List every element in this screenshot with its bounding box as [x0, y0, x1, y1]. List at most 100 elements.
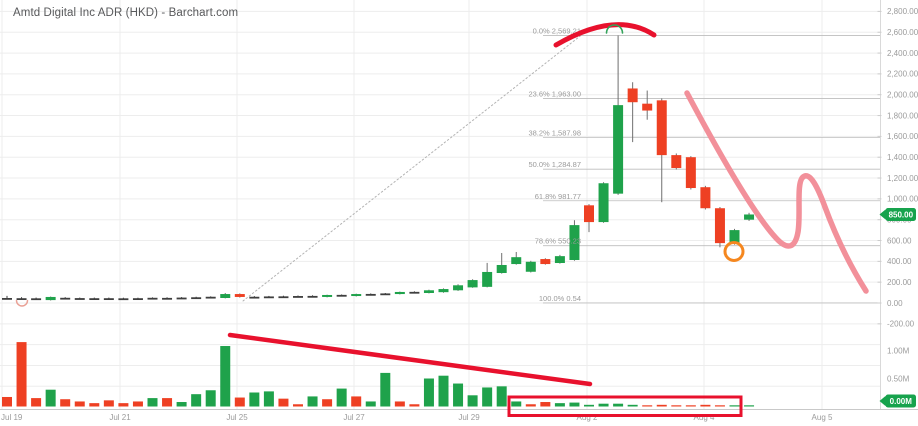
date-axis: Jul 19 Jul 21 Jul 25 Jul 27 Jul 29 Aug 2 Aug 4… [1, 413, 833, 422]
volume-bar [423, 378, 434, 407]
annotation-fib-baseline-dotted [242, 32, 585, 302]
volume-bar [31, 398, 42, 407]
volume-bar [278, 398, 289, 407]
candle-body [627, 88, 638, 103]
candle [423, 289, 434, 294]
candle-body [744, 214, 755, 220]
candle-body [438, 289, 449, 293]
price-tick-label: -200.00 [887, 320, 915, 329]
candle-body [569, 225, 580, 260]
candle [598, 182, 609, 223]
candle-body [103, 298, 114, 301]
volume-bar [685, 405, 696, 407]
price-tick-label: 1,200.00 [887, 174, 918, 183]
price-tick-label: 2,600.00 [887, 28, 918, 37]
candle-body [656, 100, 667, 156]
candle-body [234, 294, 245, 297]
candle-body [685, 157, 696, 189]
volume-bar [671, 405, 682, 407]
candle-body [60, 297, 71, 300]
candle [16, 297, 27, 301]
volume-bar [16, 342, 27, 407]
volume-bar [496, 386, 507, 407]
price-tick-label: 2,800.00 [887, 7, 918, 16]
price-tick-label: 2,000.00 [887, 91, 918, 100]
last-price-badge: 850.00 [879, 207, 916, 221]
volume-bar [103, 400, 114, 407]
date-tick-label: Jul 21 [109, 413, 131, 422]
last-price-badge-arrow [879, 209, 886, 220]
candle [307, 295, 318, 298]
candle-body [467, 280, 478, 288]
candle-body [307, 295, 318, 298]
price-tick-label: 600.00 [887, 236, 912, 245]
candle-body [394, 291, 405, 295]
volume-bar [482, 387, 493, 407]
candle-body [2, 298, 12, 300]
candles [2, 35, 755, 301]
candle-body [322, 294, 333, 297]
candle-body [365, 293, 376, 296]
price-tick-label: 1,800.00 [887, 111, 918, 120]
candle [569, 220, 580, 261]
volume-bar [525, 404, 536, 407]
volume-bar [234, 397, 245, 407]
volume-bar [569, 402, 580, 407]
fibonacci-labels: 0.0% 2,569.21 23.6% 1,963.00 38.2% 1,587.9… [528, 26, 581, 303]
candle-body [16, 298, 27, 301]
candle [103, 297, 114, 301]
volume-bar [2, 396, 12, 407]
candle-body [554, 256, 565, 264]
candle [89, 297, 100, 301]
candle-body [293, 296, 303, 298]
candle-body [482, 271, 493, 287]
volume-bar [453, 383, 464, 407]
fib-label: 50.0% 1,284.87 [528, 160, 581, 169]
volume-bar [511, 401, 522, 407]
volume-bar [205, 390, 216, 407]
candle [714, 206, 725, 248]
volume-bar [467, 395, 478, 407]
candle [322, 294, 333, 298]
candle [642, 90, 653, 120]
price-tick-label: 1,400.00 [887, 153, 918, 162]
candle-body [700, 187, 711, 209]
candle [336, 294, 347, 297]
candle-body [714, 208, 725, 244]
candle-body [729, 230, 740, 244]
volume-bar [700, 404, 711, 407]
fib-label: 100.0% 0.54 [539, 294, 581, 303]
volume-bar [540, 402, 551, 407]
volume-tick-label: 0.50M [887, 374, 910, 383]
volume-bar [409, 404, 420, 407]
date-tick-label: Jul 29 [458, 413, 480, 422]
price-tick-label: 400.00 [887, 257, 912, 266]
annotation-forecast-squiggle [684, 90, 869, 294]
candle [482, 262, 493, 288]
candle [496, 253, 507, 274]
candle [467, 279, 478, 288]
price-axis: 2,800.00 2,600.00 2,400.00 2,200.00 2,000.00… [877, 7, 918, 383]
candle [554, 254, 565, 264]
date-tick-label: Aug 4 [694, 413, 715, 422]
volume-bar [132, 401, 143, 407]
candle [744, 212, 755, 221]
volume-bar [162, 398, 173, 407]
candle-body [249, 296, 260, 299]
volume-bar [60, 399, 71, 407]
candle-body [263, 296, 274, 299]
candle-body [74, 298, 85, 300]
candle [147, 297, 158, 300]
candle [263, 295, 274, 299]
candle [380, 293, 391, 296]
date-tick-label: Jul 25 [226, 413, 248, 422]
candle [220, 293, 231, 299]
candle [365, 293, 376, 296]
chart-title: Amtd Digital Inc ADR (HKD) - Barchart.co… [13, 7, 239, 19]
candle-body [540, 259, 551, 265]
last-price-badge-box [885, 207, 916, 221]
candle [249, 296, 260, 299]
date-tick-label: Aug 2 [577, 413, 598, 422]
candle-body [453, 285, 464, 291]
